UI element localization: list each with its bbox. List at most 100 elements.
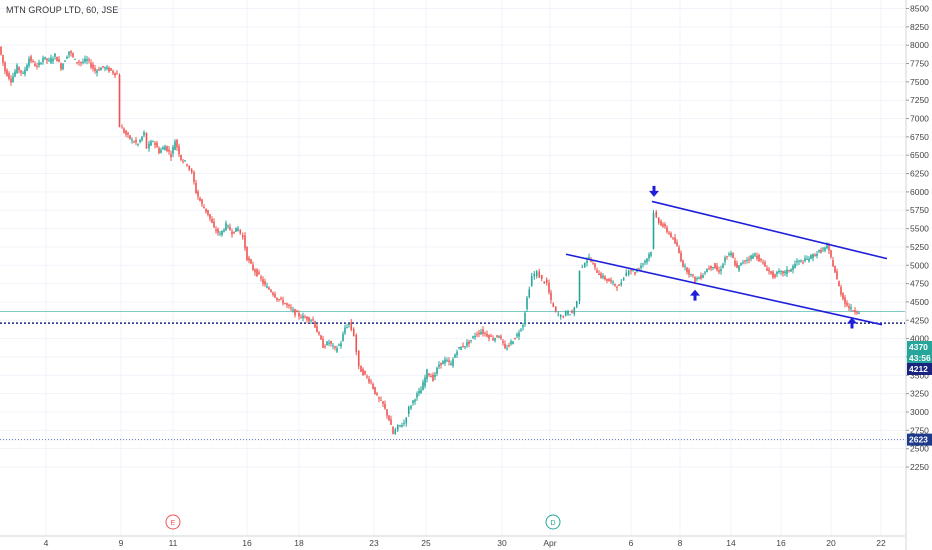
candle-body	[66, 56, 68, 59]
arrow-shaft	[652, 185, 656, 192]
candle-body	[716, 265, 718, 271]
candle-body	[145, 132, 148, 149]
candle-body	[50, 58, 52, 63]
candle-body	[174, 141, 176, 151]
candle-body	[316, 326, 318, 333]
candle-body	[776, 271, 778, 275]
candle-body	[355, 335, 358, 352]
candle-body	[838, 281, 840, 287]
candle-body	[426, 369, 428, 380]
price-tick-label: 6500	[910, 150, 929, 160]
candle-body	[211, 219, 213, 223]
candle-body	[36, 65, 38, 67]
candle-body	[730, 253, 732, 256]
candle-body	[512, 341, 514, 345]
candle-body	[770, 271, 772, 274]
candle-body	[40, 62, 42, 64]
candle-body	[207, 209, 209, 215]
candle-body	[704, 272, 706, 274]
event-label: E	[171, 520, 176, 527]
candle-body	[382, 401, 384, 404]
candle-body	[414, 399, 416, 402]
candle-body	[108, 67, 110, 72]
trendlines	[565, 200, 888, 326]
candle-body	[583, 262, 586, 268]
candle-body	[401, 425, 403, 428]
candle-body	[320, 335, 322, 340]
candle-body	[786, 269, 788, 275]
candle-body	[780, 270, 782, 273]
candle-body	[156, 142, 158, 148]
candle-body	[540, 274, 543, 279]
dividend-event-marker[interactable]: D	[545, 514, 561, 530]
candle-body	[478, 332, 480, 335]
candle-body	[68, 51, 70, 56]
candle-body	[100, 67, 102, 71]
candle-body	[788, 270, 790, 272]
candle-body	[96, 70, 98, 73]
candle-body	[48, 59, 50, 61]
candle-body	[564, 311, 567, 316]
candle-body	[98, 69, 100, 71]
candle-body	[8, 73, 10, 79]
candle-body	[20, 70, 22, 73]
candle-body	[264, 281, 266, 285]
candle-body	[386, 409, 388, 416]
candle-body	[602, 275, 604, 278]
candle-body	[768, 269, 770, 272]
candle-body	[304, 317, 306, 319]
candle-body	[199, 198, 201, 201]
candle-body	[407, 406, 410, 415]
candle-body	[778, 270, 780, 273]
time-tick-label: Apr	[543, 538, 556, 548]
candle-body	[390, 419, 392, 425]
price-tag-background	[907, 363, 932, 375]
candle-body	[172, 146, 174, 154]
candle-body	[581, 266, 584, 268]
candle-body	[74, 58, 76, 60]
candle-body	[248, 257, 250, 261]
candle-body	[530, 276, 533, 286]
candle-body	[569, 314, 571, 316]
candle-body	[244, 235, 246, 249]
price-tick-label: 7250	[910, 95, 929, 105]
candle-body	[522, 325, 524, 328]
time-tick-label: 6	[629, 538, 634, 548]
candle-body	[286, 303, 288, 306]
candle-body	[450, 363, 452, 365]
candle-body	[538, 271, 541, 278]
candle-body	[476, 334, 478, 336]
candle-body	[284, 303, 286, 305]
candle-body	[30, 56, 32, 62]
candle-body	[405, 417, 408, 424]
price-tick-label: 4500	[910, 297, 929, 307]
price-tick-label: 7750	[910, 59, 929, 69]
candle-body	[201, 199, 203, 205]
candle-body	[168, 149, 170, 152]
candle-body	[454, 354, 456, 358]
candle-body	[462, 345, 464, 348]
candle-body	[496, 335, 498, 338]
event-label: D	[550, 520, 555, 527]
arrow-shaft	[850, 322, 854, 329]
candle-body	[662, 224, 664, 227]
candle-body	[657, 217, 660, 223]
candle-body	[850, 307, 852, 310]
candle-body	[684, 265, 686, 267]
candle-body	[682, 260, 684, 267]
candle-body	[472, 336, 474, 339]
time-tick-label: 8	[678, 538, 683, 548]
earnings-event-marker[interactable]: E	[165, 514, 181, 530]
candle-body	[612, 281, 614, 283]
candle-body	[123, 128, 125, 133]
candle-body	[219, 233, 221, 235]
candle-body	[376, 393, 378, 396]
candle-body	[235, 227, 237, 232]
candle-body	[326, 341, 328, 346]
candle-body	[818, 250, 820, 252]
price-tick-label: 8000	[910, 40, 929, 50]
candle-body	[614, 283, 616, 286]
candle-body	[338, 344, 340, 346]
candle-body	[4, 62, 6, 72]
